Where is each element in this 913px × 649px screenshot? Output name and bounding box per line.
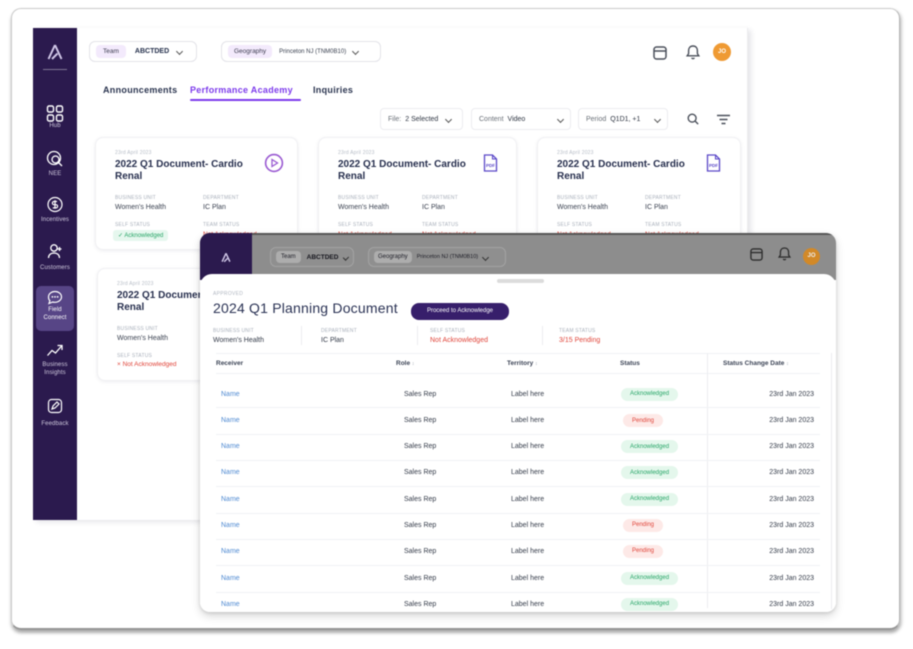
svg-text:PDF: PDF [486,163,495,168]
svg-text:PDF: PDF [709,163,718,168]
